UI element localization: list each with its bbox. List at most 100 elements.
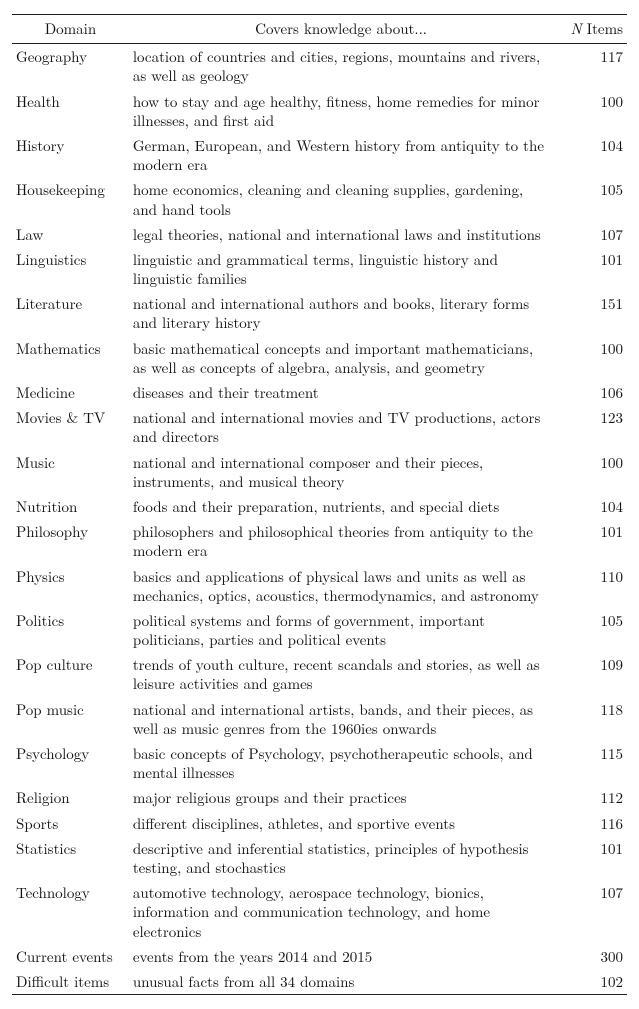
table-row: Housekeepinghome economics, cleaning and… (12, 177, 627, 221)
table-row: Nutritionfoods and their preparation, nu… (12, 494, 627, 519)
cell-n: 104 (553, 494, 627, 519)
cell-n: 107 (553, 222, 627, 247)
cell-domain: Literature (12, 291, 129, 335)
table-row: Philosophyphilosophers and philosophical… (12, 519, 627, 563)
cell-n: 300 (553, 944, 627, 969)
cell-n: 123 (553, 405, 627, 449)
cell-domain: Religion (12, 785, 129, 810)
cell-n: 101 (553, 247, 627, 291)
cell-coverage: national and international composer and … (129, 450, 553, 494)
cell-domain: Mathematics (12, 336, 129, 380)
cell-coverage: how to stay and age healthy, fitness, ho… (129, 89, 553, 133)
cell-coverage: philosophers and philosophical theories … (129, 519, 553, 563)
cell-coverage: German, European, and Western history fr… (129, 133, 553, 177)
cell-n: 101 (553, 836, 627, 880)
cell-n: 116 (553, 811, 627, 836)
cell-coverage: automotive technology, aerospace technol… (129, 880, 553, 944)
cell-coverage: basic concepts of Psychology, psychother… (129, 741, 553, 785)
table-row: Politicspolitical systems and forms of g… (12, 608, 627, 652)
cell-domain: Housekeeping (12, 177, 129, 221)
cell-n: 100 (553, 450, 627, 494)
cell-domain: Difficult items (12, 969, 129, 995)
table-row: Religionmajor religious groups and their… (12, 785, 627, 810)
cell-n: 151 (553, 291, 627, 335)
domain-knowledge-table: Domain Covers knowledge about... N Items… (12, 14, 627, 995)
cell-n: 112 (553, 785, 627, 810)
cell-coverage: events from the years 2014 and 2015 (129, 944, 553, 969)
cell-domain: Linguistics (12, 247, 129, 291)
table-row: Statisticsdescriptive and inferential st… (12, 836, 627, 880)
table-row: Difficult itemsunusual facts from all 34… (12, 969, 627, 995)
table-row: Pop culturetrends of youth culture, rece… (12, 652, 627, 696)
cell-n: 106 (553, 380, 627, 405)
cell-coverage: national and international artists, band… (129, 697, 553, 741)
cell-n: 109 (553, 652, 627, 696)
table-row: Movies & TVnational and international mo… (12, 405, 627, 449)
cell-domain: Movies & TV (12, 405, 129, 449)
col-header-domain: Domain (12, 15, 129, 44)
cell-domain: Nutrition (12, 494, 129, 519)
n-items-suffix: Items (582, 18, 623, 39)
cell-domain: History (12, 133, 129, 177)
cell-coverage: unusual facts from all 34 domains (129, 969, 553, 995)
cell-n: 100 (553, 89, 627, 133)
cell-n: 101 (553, 519, 627, 563)
cell-domain: Philosophy (12, 519, 129, 563)
col-header-coverage: Covers knowledge about... (129, 15, 553, 44)
cell-coverage: home economics, cleaning and cleaning su… (129, 177, 553, 221)
cell-coverage: national and international movies and TV… (129, 405, 553, 449)
cell-n: 105 (553, 177, 627, 221)
cell-coverage: foods and their preparation, nutrients, … (129, 494, 553, 519)
table-row: Lawlegal theories, national and internat… (12, 222, 627, 247)
table-row: Musicnational and international composer… (12, 450, 627, 494)
cell-n: 104 (553, 133, 627, 177)
cell-n: 117 (553, 44, 627, 89)
cell-domain: Music (12, 450, 129, 494)
cell-domain: Technology (12, 880, 129, 944)
n-items-N: N (571, 18, 582, 39)
cell-n: 105 (553, 608, 627, 652)
cell-coverage: location of countries and cities, region… (129, 44, 553, 89)
cell-coverage: linguistic and grammatical terms, lingui… (129, 247, 553, 291)
cell-domain: Sports (12, 811, 129, 836)
cell-domain: Pop culture (12, 652, 129, 696)
table-row: Medicinediseases and their treatment106 (12, 380, 627, 405)
cell-domain: Physics (12, 564, 129, 608)
cell-domain: Statistics (12, 836, 129, 880)
cell-coverage: national and international authors and b… (129, 291, 553, 335)
cell-coverage: diseases and their treatment (129, 380, 553, 405)
cell-domain: Geography (12, 44, 129, 89)
cell-n: 107 (553, 880, 627, 944)
table-row: Geographylocation of countries and citie… (12, 44, 627, 89)
cell-domain: Pop music (12, 697, 129, 741)
table-row: Physicsbasics and applications of physic… (12, 564, 627, 608)
table-row: Pop musicnational and international arti… (12, 697, 627, 741)
cell-domain: Medicine (12, 380, 129, 405)
table-row: Healthhow to stay and age healthy, fitne… (12, 89, 627, 133)
table-row: Sportsdifferent disciplines, athletes, a… (12, 811, 627, 836)
table-row: Psychologybasic concepts of Psychology, … (12, 741, 627, 785)
cell-coverage: descriptive and inferential statistics, … (129, 836, 553, 880)
table-body: Geographylocation of countries and citie… (12, 44, 627, 995)
table-row: Technologyautomotive technology, aerospa… (12, 880, 627, 944)
cell-domain: Politics (12, 608, 129, 652)
cell-coverage: basic mathematical concepts and importan… (129, 336, 553, 380)
cell-coverage: different disciplines, athletes, and spo… (129, 811, 553, 836)
cell-n: 110 (553, 564, 627, 608)
cell-coverage: major religious groups and their practic… (129, 785, 553, 810)
cell-coverage: political systems and forms of governmen… (129, 608, 553, 652)
table-row: HistoryGerman, European, and Western his… (12, 133, 627, 177)
cell-n: 118 (553, 697, 627, 741)
cell-coverage: legal theories, national and internation… (129, 222, 553, 247)
col-header-n-items: N Items (553, 15, 627, 44)
cell-coverage: basics and applications of physical laws… (129, 564, 553, 608)
cell-coverage: trends of youth culture, recent scandals… (129, 652, 553, 696)
table-header-row: Domain Covers knowledge about... N Items (12, 15, 627, 44)
table-row: Current eventsevents from the years 2014… (12, 944, 627, 969)
cell-n: 115 (553, 741, 627, 785)
table-row: Linguisticslinguistic and grammatical te… (12, 247, 627, 291)
cell-n: 102 (553, 969, 627, 995)
cell-domain: Health (12, 89, 129, 133)
cell-n: 100 (553, 336, 627, 380)
cell-domain: Psychology (12, 741, 129, 785)
